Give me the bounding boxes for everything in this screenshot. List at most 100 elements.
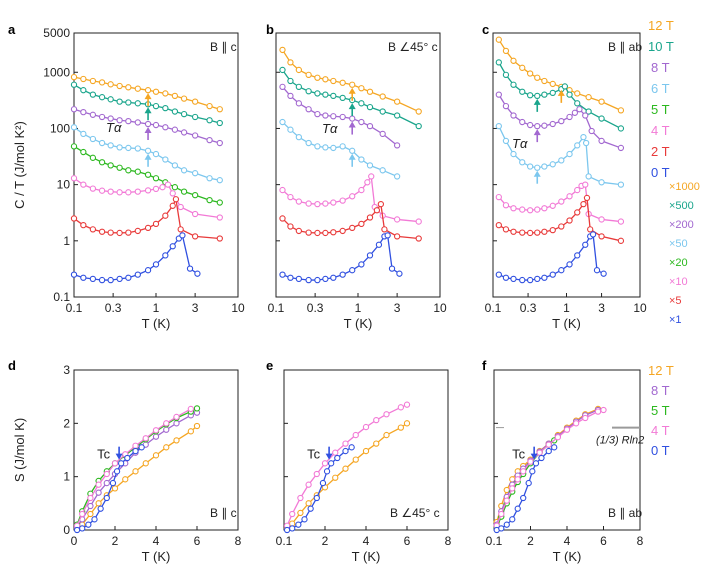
data-point xyxy=(358,220,365,228)
data-point xyxy=(503,521,510,528)
data-point xyxy=(502,274,510,281)
data-point xyxy=(541,228,548,235)
series-line xyxy=(498,94,622,149)
data-point xyxy=(510,81,517,88)
data-point xyxy=(383,411,390,418)
x-tick-label-c: 0.3 xyxy=(520,301,537,315)
data-point xyxy=(314,90,321,97)
data-point xyxy=(322,144,329,151)
series-c-12T xyxy=(495,36,625,114)
data-point xyxy=(144,87,152,94)
data-point xyxy=(509,516,516,523)
data-point xyxy=(587,226,594,233)
data-point xyxy=(358,261,365,268)
series-line xyxy=(498,195,622,242)
data-point xyxy=(339,227,346,235)
data-point xyxy=(358,186,365,194)
series-a-2T xyxy=(70,196,223,242)
data-point xyxy=(283,526,291,534)
talpha-label: Tα xyxy=(106,120,122,135)
plot-frame-a xyxy=(73,32,239,298)
data-point xyxy=(194,270,201,277)
data-point xyxy=(162,212,169,219)
data-point xyxy=(289,525,296,532)
data-point xyxy=(191,191,199,199)
data-point xyxy=(314,143,321,150)
data-point xyxy=(206,175,213,182)
series-f-4T xyxy=(493,406,607,529)
x-tick-label-a: 1 xyxy=(153,301,160,315)
data-point xyxy=(134,100,141,107)
x-tick-label-c: 1 xyxy=(563,301,570,315)
data-point xyxy=(510,228,517,235)
series-a-8T xyxy=(70,106,223,147)
x-axis-label-f: T (K) xyxy=(553,549,582,564)
data-point xyxy=(89,154,97,161)
data-point xyxy=(70,271,78,278)
data-point xyxy=(89,275,97,283)
talpha-arrowhead xyxy=(144,107,152,114)
data-point xyxy=(162,104,169,112)
x-tick-label-b: 1 xyxy=(355,301,362,315)
data-point xyxy=(349,267,356,274)
data-point xyxy=(134,145,141,152)
data-point xyxy=(80,274,87,281)
legend-bottom-field-12T: 12 T xyxy=(648,363,674,378)
data-point xyxy=(536,449,543,456)
data-point xyxy=(122,476,129,483)
data-point xyxy=(79,510,86,518)
series-b-6T xyxy=(279,118,401,180)
data-point xyxy=(538,454,545,462)
x-tick-label-e: 8 xyxy=(445,534,452,548)
data-point xyxy=(349,193,356,200)
panel-label-e: e xyxy=(266,358,273,373)
data-point xyxy=(152,150,160,158)
data-point xyxy=(305,106,312,113)
data-point xyxy=(566,261,573,268)
legend-factor-200: ×200 xyxy=(669,219,694,231)
series-c-4T xyxy=(495,181,625,225)
field-direction-c: B ∥ ab xyxy=(608,40,642,54)
data-point xyxy=(379,93,386,100)
data-point xyxy=(366,103,374,111)
data-point xyxy=(89,185,97,192)
data-point xyxy=(510,112,517,119)
x-tick-label-d: 2 xyxy=(112,534,119,548)
talpha-arrowhead xyxy=(348,153,356,160)
data-point xyxy=(330,199,337,206)
data-point xyxy=(107,162,114,169)
x-axis-label-d: T (K) xyxy=(142,549,171,564)
data-point xyxy=(287,59,294,66)
data-point xyxy=(396,270,403,277)
data-point xyxy=(125,117,132,125)
data-point xyxy=(600,406,607,414)
data-point xyxy=(73,526,81,534)
data-point xyxy=(85,521,92,528)
data-point xyxy=(134,85,141,92)
data-point xyxy=(70,81,78,88)
field-direction-a: B ∥ c xyxy=(210,40,237,54)
data-point xyxy=(107,188,114,195)
data-point xyxy=(502,71,510,78)
data-point xyxy=(339,94,346,102)
y-tick-label-d: 0 xyxy=(63,523,70,537)
data-point xyxy=(520,494,527,502)
data-point xyxy=(342,440,349,447)
data-point xyxy=(323,468,331,475)
data-point xyxy=(594,408,602,415)
legend-factor-1000: ×1000 xyxy=(669,181,700,193)
data-point xyxy=(574,186,581,194)
data-point xyxy=(520,468,527,475)
data-point xyxy=(526,92,534,99)
data-point xyxy=(295,198,303,205)
data-point xyxy=(98,139,106,147)
data-point xyxy=(89,226,97,233)
data-point xyxy=(80,148,87,156)
data-point xyxy=(98,187,106,194)
data-point xyxy=(498,510,505,518)
data-point xyxy=(593,267,601,274)
data-point xyxy=(125,189,132,196)
data-point xyxy=(116,275,123,283)
data-point xyxy=(526,229,534,237)
data-point xyxy=(132,468,139,475)
